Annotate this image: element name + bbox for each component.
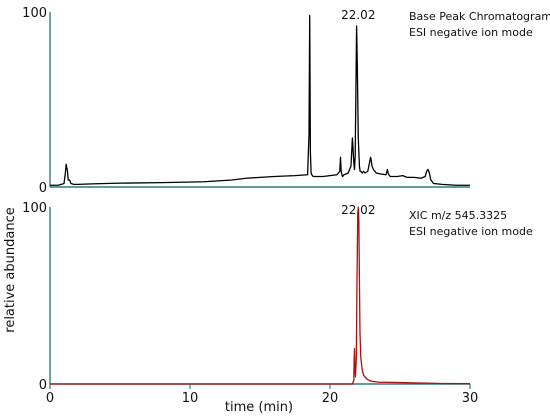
bottom-y-ticks: 0 100	[22, 201, 47, 393]
x-tick-label: 0	[46, 391, 54, 406]
x-tick-label: 30	[462, 391, 479, 406]
x-tick-label: 20	[322, 391, 339, 406]
y-tick-label: 0	[39, 378, 47, 393]
x-tick-label: 10	[182, 391, 199, 406]
xic-panel: 0 100 0 10 20 30 XIC m/z 545.3325 ESI negati…	[22, 201, 533, 415]
top-peak-label: 22.02	[341, 8, 375, 22]
y-tick-label: 100	[22, 6, 47, 21]
top-annotation-line-1: Base Peak Chromatogram	[409, 10, 550, 23]
y-tick-label: 100	[22, 201, 47, 216]
x-axis-title: time (min)	[225, 400, 293, 415]
bottom-annotation-line-2: ESI negative ion mode	[409, 225, 533, 238]
bottom-axes	[49, 207, 470, 385]
shared-ylabel: relative abundance	[3, 207, 18, 332]
base-peak-chromatogram-panel: 0 100 Base Peak Chromatogram ESI negative…	[22, 6, 550, 196]
bottom-peak-label: 22.02	[341, 203, 375, 217]
chromatogram-trace	[50, 14, 470, 186]
top-trace	[50, 14, 470, 186]
chromatogram-trace	[50, 206, 471, 385]
y-tick-label: 0	[39, 181, 47, 196]
top-y-ticks: 0 100	[22, 6, 47, 196]
top-annotation-line-2: ESI negative ion mode	[409, 26, 533, 39]
top-axes	[49, 12, 470, 188]
bottom-x-ticks: 0 10 20 30	[46, 384, 478, 406]
bottom-annotation-line-1: XIC m/z 545.3325	[409, 209, 507, 222]
bottom-trace	[50, 206, 471, 385]
